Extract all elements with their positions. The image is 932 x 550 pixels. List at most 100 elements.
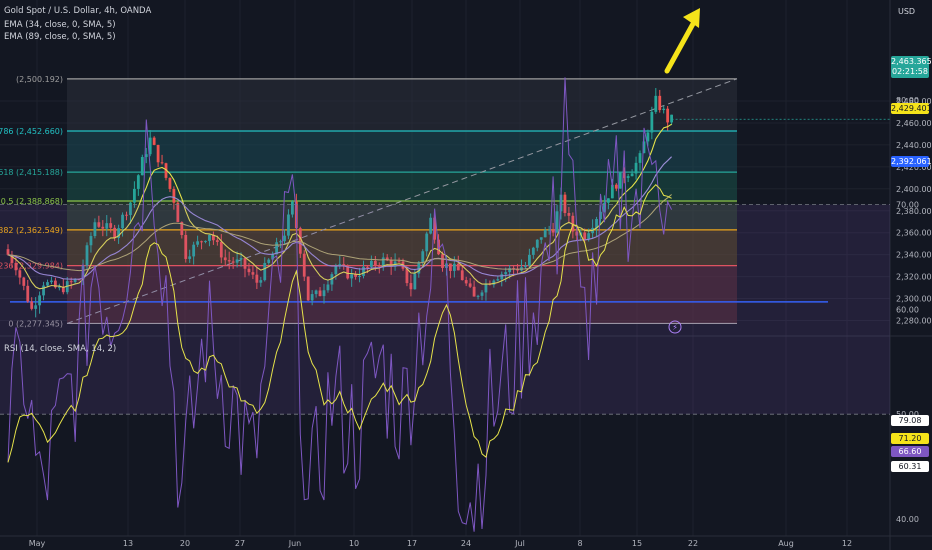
candle-body <box>243 258 247 269</box>
candle-body <box>654 95 658 112</box>
axes: 2,280.000 2,300.000 2,320.000 2,340.000 2,36… <box>29 96 932 548</box>
candle-body <box>113 227 117 238</box>
candle-body <box>50 280 53 283</box>
candle-body <box>310 294 314 301</box>
candle-body <box>452 263 456 271</box>
candle-body <box>97 222 101 227</box>
candle-body <box>381 257 385 267</box>
candle-body <box>492 280 496 285</box>
candle-body <box>417 262 421 274</box>
candle-body <box>298 228 302 254</box>
fib-zone <box>67 131 737 173</box>
candle-body <box>85 245 89 266</box>
candle-body <box>38 295 41 306</box>
candle-body <box>622 172 626 178</box>
candle-body <box>54 280 57 288</box>
candle-body <box>389 260 393 267</box>
fib-level-label: 0.236 (2,329.984) <box>0 262 63 271</box>
time-tick-label: 13 <box>123 539 133 548</box>
candle-body <box>219 241 223 258</box>
candle-body <box>650 111 654 133</box>
rsi-pane <box>0 77 890 532</box>
candle-body <box>117 228 120 238</box>
candle-body <box>231 261 235 263</box>
rsi-badge-4: 60.31 <box>891 461 929 472</box>
fib-level-label: (2,500.192) <box>16 75 63 84</box>
candle-body <box>164 163 168 178</box>
candle-body <box>441 254 444 268</box>
candle-body <box>287 214 290 236</box>
time-tick-label: Jun <box>288 539 302 548</box>
candle-body <box>184 234 188 259</box>
last-price-value: 2,463.365 <box>891 57 932 66</box>
rsi-tick-label: 70.00 <box>896 201 919 210</box>
candle-body <box>496 279 500 281</box>
trend-line <box>66 78 738 324</box>
candle-body <box>314 290 318 295</box>
candle-body <box>188 256 192 259</box>
price-tick-label: 2,280.000 <box>896 317 932 326</box>
candle-body <box>223 257 227 261</box>
candle-body <box>460 270 464 281</box>
candle-body <box>563 194 567 213</box>
candle-body <box>342 264 346 267</box>
symbol-title: Gold Spot / U.S. Dollar, 4h, OANDA <box>4 6 152 16</box>
candle-body <box>69 281 73 283</box>
candle-body <box>109 223 113 228</box>
candle-body <box>57 286 61 288</box>
time-tick-label: 27 <box>235 539 245 548</box>
candle-body <box>73 279 77 283</box>
candle-body <box>215 240 219 242</box>
candle-body <box>105 223 109 229</box>
candle-body <box>144 154 148 158</box>
candle-body <box>18 270 22 278</box>
candles[interactable] <box>6 88 673 318</box>
time-tick-label: May <box>29 539 46 548</box>
price-tick-label: 2,380.000 <box>896 207 932 216</box>
rsi-tick-label: 80.00 <box>896 96 919 105</box>
ema34-legend: EMA (34, close, 0, SMA, 5) <box>4 20 116 30</box>
candle-body <box>302 253 306 277</box>
event-marker-icon <box>668 320 682 334</box>
time-tick-label: 22 <box>688 539 698 548</box>
candle-body <box>413 273 417 290</box>
candle-body <box>350 274 354 279</box>
candle-body <box>326 284 330 291</box>
time-tick-label: Aug <box>778 539 794 548</box>
candle-body <box>204 240 207 242</box>
candle-body <box>125 214 128 216</box>
candle-body <box>500 274 504 280</box>
candle-body <box>46 282 49 286</box>
candle-body <box>551 229 555 233</box>
candle-body <box>263 262 267 281</box>
candle-body <box>152 137 156 145</box>
rsi-tick-label: 40.00 <box>896 515 919 524</box>
candle-body <box>176 202 180 223</box>
candle-body <box>405 268 409 284</box>
time-tick-label: 10 <box>349 539 359 548</box>
rsi-badge-1: 79.08 <box>891 415 929 426</box>
price-tick-label: 2,400.000 <box>896 185 932 194</box>
candle-body <box>42 285 45 296</box>
candle-body <box>476 295 480 297</box>
time-tick-label: 12 <box>842 539 852 548</box>
candle-body <box>662 108 666 111</box>
candle-body <box>373 260 377 266</box>
candle-body <box>377 265 381 267</box>
candle-body <box>239 258 243 260</box>
candle-body <box>531 247 535 255</box>
candle-body <box>61 286 65 293</box>
price-tick-label: 2,440.000 <box>896 141 932 150</box>
candle-body <box>528 254 531 266</box>
candle-body <box>346 266 350 279</box>
candle-body <box>425 233 429 252</box>
candle-body <box>583 232 587 240</box>
ema34-badge: 2,429.401 <box>891 103 932 114</box>
candle-body <box>148 137 152 155</box>
candle-body <box>101 226 105 229</box>
currency-button[interactable]: USD <box>898 7 916 16</box>
fib-zone <box>67 229 737 266</box>
fib-level-label: 0.786 (2,452.660) <box>0 127 63 136</box>
candle-body <box>358 275 361 277</box>
time-tick-label: Jul <box>514 539 525 548</box>
